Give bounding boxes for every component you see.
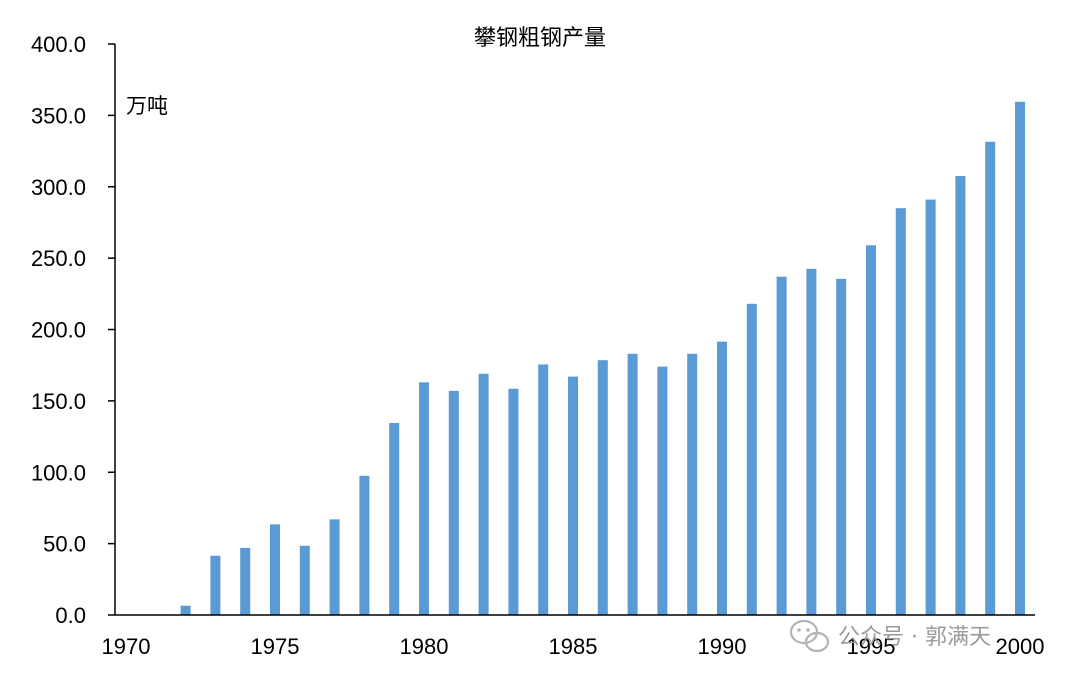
- bar-1974: [240, 547, 251, 615]
- bar-1991: [746, 303, 757, 615]
- watermark-text: 公众号 · 郭满天: [838, 625, 991, 650]
- bar-1994: [836, 278, 847, 615]
- bar-1989: [687, 353, 698, 615]
- bar-1978: [359, 475, 370, 615]
- bar-1987: [627, 353, 638, 615]
- y-tick-label: 150.0: [31, 389, 86, 414]
- bar-1982: [478, 373, 489, 615]
- bar-1976: [299, 545, 310, 615]
- bar-1979: [389, 423, 400, 615]
- bar-1984: [538, 364, 549, 615]
- bar-1990: [717, 341, 727, 615]
- y-tick-label: 300.0: [31, 175, 86, 200]
- bar-1985: [568, 376, 578, 615]
- x-tick-label: 1990: [698, 634, 747, 659]
- bars: [180, 101, 1025, 616]
- bar-1975: [270, 524, 280, 615]
- bar-1997: [925, 199, 936, 615]
- bar-1996: [895, 208, 906, 615]
- bar-1977: [329, 519, 340, 615]
- bar-1983: [508, 388, 519, 615]
- y-tick-label: 350.0: [31, 103, 86, 128]
- y-tick-label: 0.0: [55, 603, 86, 628]
- bar-2000: [1015, 101, 1025, 616]
- chart-title: 攀钢粗钢产量: [474, 26, 606, 51]
- x-tick-label: 1980: [400, 634, 449, 659]
- bar-1993: [806, 268, 817, 615]
- bar-1992: [776, 276, 787, 615]
- wechat-icon: [789, 619, 830, 653]
- bar-1980: [419, 382, 429, 615]
- y-unit-label: 万吨: [126, 94, 168, 118]
- y-axis-ticks: 0.0 50.0 100.0 150.0 200.0 250.0 300.0 350.0 400…: [31, 32, 115, 628]
- bar-1981: [448, 390, 459, 615]
- bar-1986: [597, 360, 608, 615]
- bar-1988: [657, 366, 668, 615]
- bar-1995: [866, 245, 876, 615]
- y-tick-label: 100.0: [31, 460, 86, 485]
- y-tick-label: 250.0: [31, 246, 86, 271]
- x-tick-label: 1995: [847, 634, 896, 659]
- bar-1972: [180, 605, 191, 615]
- x-tick-label: 1985: [549, 634, 598, 659]
- bar-1998: [955, 176, 966, 615]
- x-axis-ticks: 1970 1975 1980 1985 1990 1995 2000: [102, 634, 1045, 659]
- y-tick-label: 200.0: [31, 318, 86, 343]
- x-tick-label: 1970: [102, 634, 151, 659]
- y-tick-label: 50.0: [43, 532, 86, 557]
- watermark: 公众号 · 郭满天: [789, 619, 991, 653]
- x-tick-label: 2000: [996, 634, 1045, 659]
- bar-1999: [985, 141, 996, 615]
- bar-1973: [210, 555, 221, 615]
- y-tick-label: 400.0: [31, 32, 86, 57]
- x-tick-label: 1975: [251, 634, 300, 659]
